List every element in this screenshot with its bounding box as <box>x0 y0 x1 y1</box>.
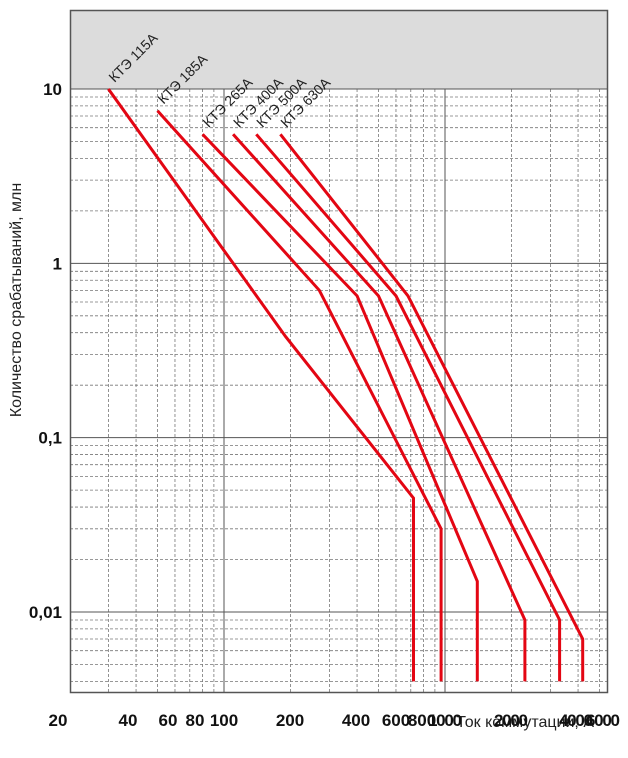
grid-minor <box>70 89 607 692</box>
y-tick-label: 0,1 <box>38 429 62 448</box>
y-tick-label: 10 <box>43 80 62 99</box>
x-tick-label: 80 <box>186 711 205 730</box>
top-band <box>70 10 607 89</box>
series-line <box>156 109 443 682</box>
x-tick-label: 600 <box>382 711 410 730</box>
x-tick-label: 6000 <box>586 711 620 730</box>
x-tick-label: 400 <box>342 711 370 730</box>
x-tick-label: 2000 <box>494 711 528 730</box>
x-tick-label: 100 <box>210 711 238 730</box>
x-tick-label: 40 <box>119 711 138 730</box>
x-tick-label: 60 <box>159 711 178 730</box>
y-tick-label: 0,01 <box>29 603 62 622</box>
series-line <box>201 133 479 682</box>
x-tick-label: 20 <box>49 711 68 730</box>
x-axis-title: Ток коммутации, А <box>456 714 594 731</box>
x-tick-label: 200 <box>276 711 304 730</box>
grid-major <box>70 88 607 692</box>
x-tick-label: 4000 <box>559 711 593 730</box>
series-line <box>107 88 415 682</box>
y-tick-label: 1 <box>53 254 62 273</box>
x-tick-label: 800 <box>408 711 436 730</box>
series-line <box>231 133 527 682</box>
x-tick-label: 1000 <box>428 711 462 730</box>
series-line <box>255 133 562 682</box>
plot-frame <box>69 9 609 694</box>
series-line <box>279 133 585 682</box>
